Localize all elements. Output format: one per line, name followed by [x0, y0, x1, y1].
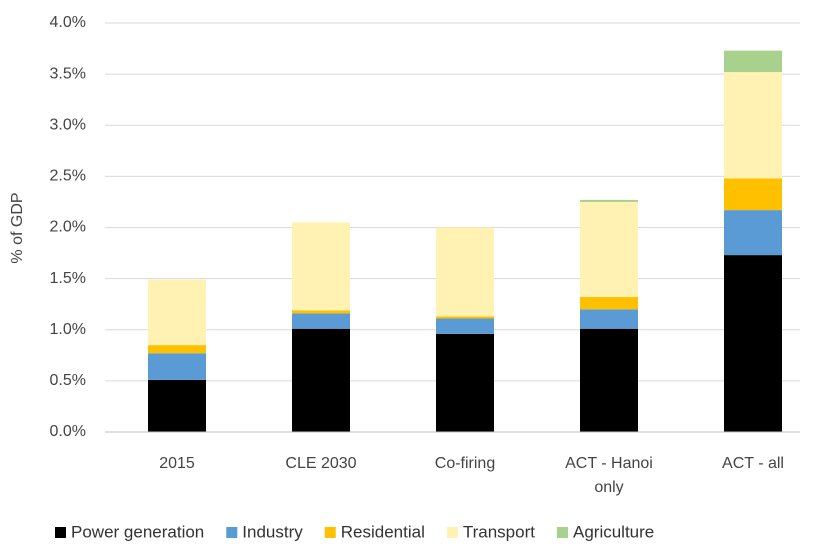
legend-label: Power generation: [71, 522, 204, 541]
x-tick-label: 2015: [159, 455, 195, 472]
bar-segment: [436, 227, 494, 317]
bar-segment: [436, 318, 494, 334]
bar-segment: [148, 279, 206, 346]
x-tick-label: CLE 2030: [285, 455, 357, 472]
bar-segment: [292, 313, 350, 329]
bar-segment: [580, 309, 638, 329]
legend-swatch: [446, 527, 458, 538]
bar-segment: [436, 333, 494, 432]
bar-segment: [724, 50, 782, 73]
legend-label: Industry: [242, 522, 303, 541]
y-tick-label: 4.0%: [50, 14, 86, 31]
legend-swatch: [324, 527, 336, 538]
bar-segment: [292, 328, 350, 432]
bar-segment: [436, 316, 494, 319]
bar-segment: [148, 345, 206, 354]
y-tick-label: 2.5%: [50, 168, 86, 185]
legend-label: Transport: [463, 522, 535, 541]
bar-segment: [724, 72, 782, 179]
y-tick-label: 1.5%: [50, 270, 86, 287]
bar-segment: [724, 210, 782, 256]
bar-segment: [580, 328, 638, 432]
bar-segment: [580, 297, 638, 310]
legend-label: Agriculture: [573, 522, 654, 541]
bar-segment: [580, 199, 638, 202]
legend-swatch: [55, 527, 66, 538]
y-tick-label: 3.0%: [50, 116, 86, 133]
x-tick-label: ACT - all: [722, 455, 784, 472]
y-tick-label: 0.5%: [50, 372, 86, 389]
legend-swatch: [556, 527, 568, 538]
legend-label: Residential: [341, 522, 425, 541]
y-tick-label: 0.0%: [50, 423, 86, 440]
bar-segment: [292, 222, 350, 311]
bar-segment: [292, 310, 350, 314]
y-tick-label: 1.0%: [50, 321, 86, 338]
bar-segment: [724, 255, 782, 432]
y-axis-label: % of GDP: [9, 192, 26, 263]
x-tick-label: Co-firing: [434, 455, 496, 472]
bar-segment: [148, 379, 206, 432]
legend-swatch: [226, 527, 238, 538]
bar-segment: [580, 201, 638, 298]
x-tick-label: ACT - Hanoi only: [565, 455, 653, 496]
y-tick-label: 3.5%: [50, 65, 86, 82]
bar-segment: [724, 178, 782, 211]
bar-segment: [148, 353, 206, 380]
y-tick-label: 2.0%: [50, 219, 86, 236]
